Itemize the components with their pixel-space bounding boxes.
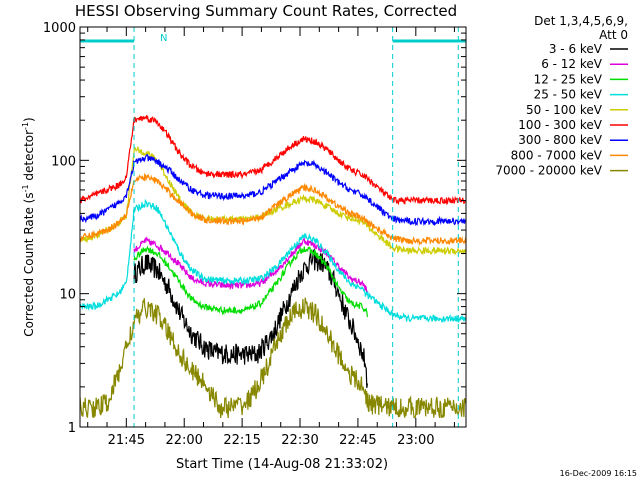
- y-axis-label-part1: Corrected Count Rate (s: [22, 192, 36, 336]
- x-tick-label: 23:00: [397, 433, 434, 448]
- series-line-5: [80, 115, 466, 206]
- night-annotation-n: N: [160, 33, 167, 44]
- legend-label: 25 - 50 keV: [534, 88, 603, 102]
- legend-label: 6 - 12 keV: [541, 57, 603, 71]
- legend-label: 300 - 800 keV: [518, 133, 602, 147]
- y-axis-label: Corrected Count Rate (s-1 detector-1): [21, 117, 36, 336]
- series-line-0: [133, 247, 368, 388]
- x-tick-label: 22:30: [281, 433, 318, 448]
- legend-label: 100 - 300 keV: [518, 118, 602, 132]
- chart-title: HESSI Observing Summary Count Rates, Cor…: [75, 2, 457, 20]
- legend-label: 800 - 7000 keV: [511, 148, 603, 162]
- series-line-7: [80, 172, 466, 247]
- x-axis-label: Start Time (14-Aug-08 21:33:02): [176, 457, 388, 472]
- y-axis-label-sup2: -1: [21, 122, 30, 130]
- x-tick-label: 22:45: [339, 433, 376, 448]
- y-tick-label: 100: [51, 154, 76, 169]
- series-line-6: [80, 153, 466, 227]
- y-tick-label: 1: [68, 421, 76, 436]
- x-tick-label: 22:15: [223, 433, 260, 448]
- series-line-2: [133, 245, 368, 318]
- x-tick-label: 22:00: [165, 433, 202, 448]
- y-tick-label: 1000: [43, 21, 76, 36]
- series-line-1: [133, 236, 368, 293]
- y-axis-label-part2: detector: [22, 130, 36, 185]
- y-axis-label-part3: ): [22, 117, 36, 122]
- legend-label: 3 - 6 keV: [549, 42, 603, 56]
- legend-label: 50 - 100 keV: [526, 103, 603, 117]
- x-tick-label: 21:45: [108, 433, 145, 448]
- series-line-8: [80, 297, 466, 419]
- legend-title-line1: Det 1,3,4,5,6,9,: [534, 14, 628, 28]
- legend-label: 7000 - 20000 keV: [495, 164, 602, 178]
- plot-frame: [79, 26, 467, 428]
- y-tick-label: 10: [59, 288, 76, 303]
- legend-title-line2: Att 0: [599, 28, 628, 42]
- y-axis-label-sup1: -1: [21, 184, 30, 192]
- series-line-4: [80, 145, 466, 256]
- legend-label: 12 - 25 keV: [534, 72, 603, 86]
- footer-date: 16-Dec-2009 16:15: [560, 469, 637, 478]
- series-line-3: [80, 198, 466, 324]
